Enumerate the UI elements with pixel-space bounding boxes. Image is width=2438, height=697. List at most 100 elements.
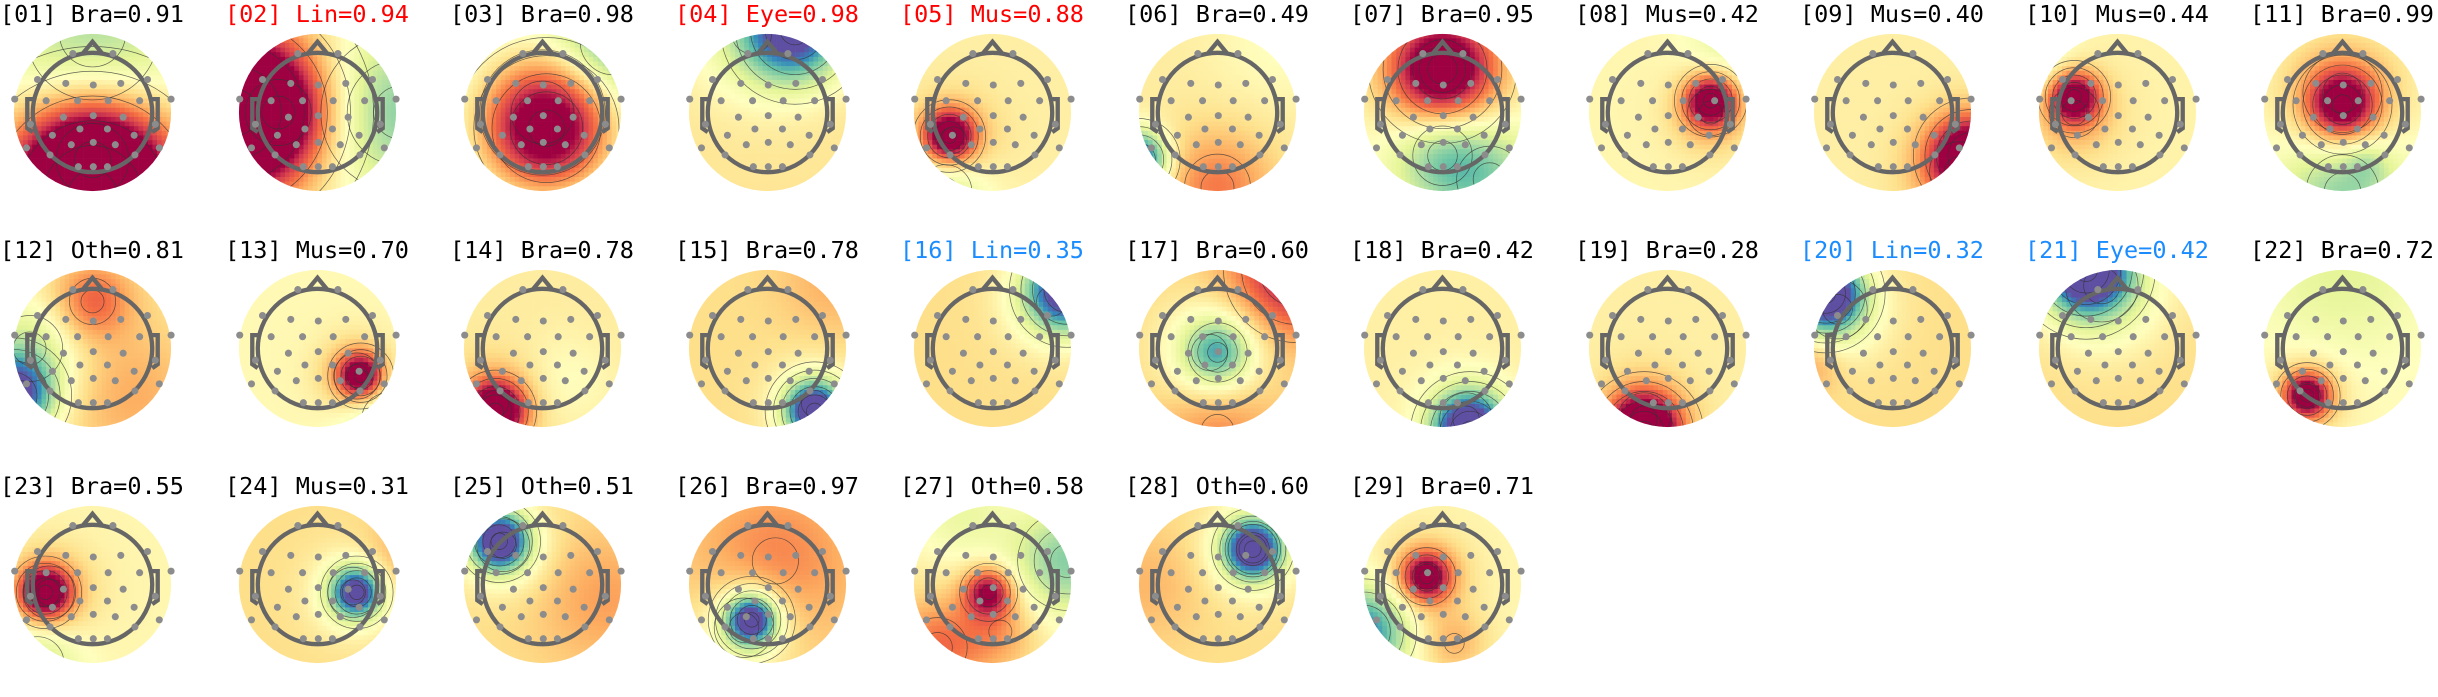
electrode-dot <box>1459 286 1466 293</box>
component-panel-13[interactable]: [13] Mus=0.70 <box>225 236 450 461</box>
electrode-dot <box>1481 132 1488 139</box>
electrode-dot <box>1622 387 1629 394</box>
electrode-dot <box>156 380 163 387</box>
electrode-dot <box>301 597 308 604</box>
component-panel-21[interactable]: [21] Eye=0.42 <box>2025 236 2250 461</box>
component-panel-29[interactable]: [29] Bra=0.71 <box>1350 472 1575 697</box>
component-panel-15[interactable]: [15] Bra=0.78 <box>675 236 900 461</box>
component-panel-26[interactable]: [26] Bra=0.97 <box>675 472 900 697</box>
electrode-dot <box>1651 361 1658 368</box>
electrode-dot <box>1269 548 1276 555</box>
electrode-dot <box>1454 597 1461 604</box>
electrode-dot <box>990 112 997 119</box>
electrode-dot <box>1425 635 1432 642</box>
electrode-dot <box>1148 144 1155 151</box>
electrode-dot <box>1665 81 1672 88</box>
electrode-dot <box>1215 553 1222 560</box>
electrode-dot <box>949 604 956 611</box>
component-panel-24[interactable]: [24] Mus=0.31 <box>225 472 450 697</box>
electrode-dot <box>131 387 138 394</box>
electrode-dot <box>1719 76 1726 83</box>
electrode-dot <box>1419 50 1426 57</box>
component-panel-28[interactable]: [28] Oth=0.60 <box>1125 472 1350 697</box>
electrode-dot <box>104 635 111 642</box>
component-panel-16[interactable]: [16] Lin=0.35 <box>900 236 1125 461</box>
electrode-dot <box>765 611 772 618</box>
electrode-dot <box>168 568 175 575</box>
electrode-dot <box>1862 80 1869 87</box>
electrode-dot <box>923 616 930 623</box>
electrode-dot <box>1229 597 1236 604</box>
electrode-dot <box>330 569 337 576</box>
component-panel-03[interactable]: [03] Bra=0.98 <box>450 0 675 225</box>
electrode-dot <box>329 399 336 406</box>
electrode-dot <box>570 114 577 121</box>
electrode-dot <box>315 112 322 119</box>
electrode-dot <box>2099 333 2106 340</box>
electrode-dot <box>586 333 593 340</box>
component-panel-06[interactable]: [06] Bra=0.49 <box>1125 0 1350 225</box>
component-panel-23[interactable]: [23] Bra=0.55 <box>0 472 225 697</box>
component-panel-25[interactable]: [25] Oth=0.51 <box>450 472 675 697</box>
component-panel-20[interactable]: [20] Lin=0.32 <box>1800 236 2025 461</box>
electrode-dot <box>1424 333 1431 340</box>
electrode-dot <box>1904 163 1911 170</box>
electrode-dot <box>68 141 75 148</box>
electrode-dot <box>1229 361 1236 368</box>
component-panel-19[interactable]: [19] Bra=0.28 <box>1575 236 1800 461</box>
component-panel-01[interactable]: [01] Bra=0.91 <box>0 0 225 225</box>
electrode-dot <box>526 361 533 368</box>
electrode-dot <box>2169 76 2176 83</box>
electrode-dot <box>236 332 243 339</box>
electrode-dot <box>2299 368 2306 375</box>
electrode-dot <box>337 141 344 148</box>
component-panel-11[interactable]: [11] Bra=0.99 <box>2250 0 2438 225</box>
electrode-dot <box>1017 316 1024 323</box>
component-panel-04[interactable]: [04] Eye=0.98 <box>675 0 900 225</box>
electrode-dot <box>1215 81 1222 88</box>
electrode-dot <box>34 548 41 555</box>
electrode-dot <box>301 125 308 132</box>
component-title: [15] Bra=0.78 <box>675 236 859 264</box>
electrode-dot <box>90 348 97 355</box>
component-panel-18[interactable]: [18] Bra=0.42 <box>1350 236 1575 461</box>
component-panel-14[interactable]: [14] Bra=0.78 <box>450 236 675 461</box>
component-panel-07[interactable]: [07] Bra=0.95 <box>1350 0 1575 225</box>
electrode-dot <box>2277 357 2284 364</box>
electrode-dot <box>1361 568 1368 575</box>
electrode-dot <box>792 80 799 87</box>
component-panel-22[interactable]: [22] Bra=0.72 <box>2250 236 2438 461</box>
electrode-dot <box>750 163 757 170</box>
electrode-dot <box>2094 50 2101 57</box>
electrode-dot <box>2072 387 2079 394</box>
electrode-dot <box>1245 350 1252 357</box>
electrode-dot <box>567 316 574 323</box>
electrode-dot <box>2402 121 2409 128</box>
electrode-dot <box>1234 286 1241 293</box>
component-title: [06] Bra=0.49 <box>1125 0 1309 28</box>
electrode-dot <box>581 151 588 158</box>
electrode-dot <box>2354 399 2361 406</box>
electrode-dot <box>1876 125 1883 132</box>
electrode-dot <box>287 316 294 323</box>
component-panel-17[interactable]: [17] Bra=0.60 <box>1125 236 1350 461</box>
electrode-dot <box>49 604 56 611</box>
component-panel-02[interactable]: [02] Lin=0.94 <box>225 0 450 225</box>
component-title: [28] Oth=0.60 <box>1125 472 1309 500</box>
component-panel-08[interactable]: [08] Mus=0.42 <box>1575 0 1800 225</box>
electrode-dot <box>252 593 259 600</box>
component-panel-27[interactable]: [27] Oth=0.58 <box>900 472 1125 697</box>
electrode-dot <box>1811 332 1818 339</box>
electrode-dot <box>1459 50 1466 57</box>
electrode-dot <box>1229 399 1236 406</box>
electrode-dot <box>586 569 593 576</box>
component-panel-10[interactable]: [10] Mus=0.44 <box>2025 0 2250 225</box>
electrode-dot <box>1152 593 1159 600</box>
component-panel-12[interactable]: [12] Oth=0.81 <box>0 236 225 461</box>
electrode-dot <box>2193 332 2200 339</box>
electrode-dot <box>1486 333 1493 340</box>
electrode-dot <box>2355 333 2362 340</box>
component-panel-05[interactable]: [05] Mus=0.88 <box>900 0 1125 225</box>
electrode-dot <box>765 112 772 119</box>
component-panel-09[interactable]: [09] Mus=0.40 <box>1800 0 2025 225</box>
